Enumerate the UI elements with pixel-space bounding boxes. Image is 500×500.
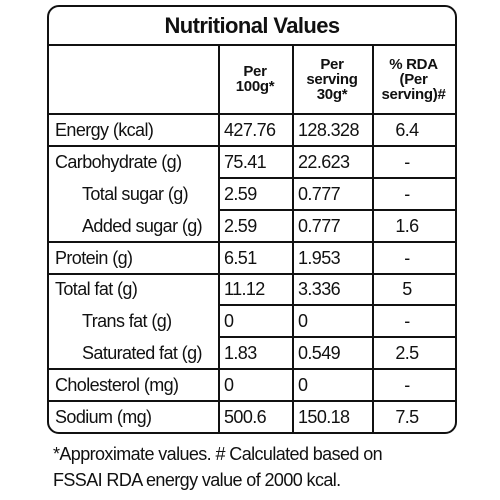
group-rule xyxy=(47,272,455,275)
row-rule xyxy=(218,336,455,339)
cell-value: 0 xyxy=(224,311,234,332)
cell-value: - xyxy=(404,311,410,332)
cell-value: - xyxy=(404,183,410,204)
group-rule xyxy=(47,113,455,115)
row-rule xyxy=(218,176,455,179)
cell-value: 3.336 xyxy=(298,279,341,300)
cell-value: 1.83 xyxy=(224,343,257,364)
cell-value: 6.4 xyxy=(395,119,419,140)
row-label: Protein (g) xyxy=(55,247,133,268)
column-header: serving)# xyxy=(381,85,446,103)
column-header: 100g* xyxy=(235,78,275,95)
cell-value: - xyxy=(404,375,410,396)
row-rule xyxy=(218,208,455,211)
cell-value: - xyxy=(404,151,410,172)
column-header: (Per xyxy=(399,70,428,88)
cell-value: 2.59 xyxy=(224,215,257,236)
footnote: *Approximate values. # Calculated based … xyxy=(53,444,383,464)
column-header: serving xyxy=(306,70,358,88)
group-rule xyxy=(47,368,455,371)
row-label: Total sugar (g) xyxy=(82,183,189,204)
rule xyxy=(47,44,455,46)
cell-value: 0.777 xyxy=(298,183,341,204)
cell-value: 2.59 xyxy=(224,183,257,204)
column-header: Per xyxy=(243,63,267,80)
cell-value: 150.18 xyxy=(298,407,350,428)
group-rule xyxy=(47,400,455,403)
cell-value: 75.41 xyxy=(224,151,267,172)
col-rule xyxy=(372,45,374,432)
group-rule xyxy=(47,144,455,147)
cell-value: 11.12 xyxy=(224,279,265,300)
cell-value: 7.5 xyxy=(395,407,419,428)
cell-value: 1.6 xyxy=(395,215,419,236)
col-rule xyxy=(292,45,294,432)
cell-value: 500.6 xyxy=(224,407,267,428)
cell-value: 5 xyxy=(402,279,412,300)
row-label: Trans fat (g) xyxy=(82,311,172,332)
cell-value: 0.549 xyxy=(298,343,341,364)
row-label: Total fat (g) xyxy=(55,279,138,300)
cell-value: 2.5 xyxy=(395,343,419,364)
cell-value: 128.328 xyxy=(298,119,359,140)
cell-value: 22.623 xyxy=(298,151,350,172)
cell-value: 0 xyxy=(298,311,308,332)
cell-value: 6.51 xyxy=(224,247,257,268)
row-label: Carbohydrate (g) xyxy=(55,151,182,172)
column-header: Per xyxy=(320,55,344,73)
label-box xyxy=(47,5,457,434)
cell-value: 427.76 xyxy=(224,119,276,140)
column-header: % RDA xyxy=(389,55,438,73)
cell-value: 0 xyxy=(298,375,308,396)
col-rule xyxy=(218,45,220,432)
row-label: Saturated fat (g) xyxy=(82,343,202,364)
group-rule xyxy=(47,240,455,243)
column-header: 30g* xyxy=(316,85,348,103)
cell-value: - xyxy=(404,247,410,268)
title: Nutritional Values xyxy=(164,13,340,38)
footnote: FSSAI RDA energy value of 2000 kcal. xyxy=(53,470,341,490)
row-label: Sodium (mg) xyxy=(55,407,152,428)
row-label: Added sugar (g) xyxy=(82,215,203,236)
cell-value: 1.953 xyxy=(298,247,341,268)
cell-value: 0 xyxy=(224,375,234,396)
row-label: Energy (kcal) xyxy=(55,119,154,140)
cell-value: 0.777 xyxy=(298,215,341,236)
row-label: Cholesterol (mg) xyxy=(55,375,179,396)
row-rule xyxy=(218,304,455,307)
